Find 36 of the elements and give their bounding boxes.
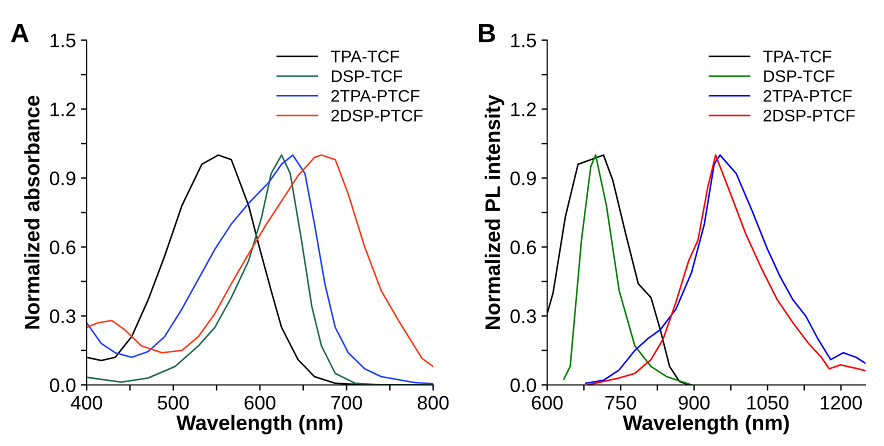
y-tick-label: 1.2: [511, 102, 536, 116]
x-axis-title: Wavelength (nm): [622, 414, 789, 434]
y-tick-label: 1.5: [511, 34, 536, 48]
y-axis-title: Normalized absorbance: [24, 96, 40, 329]
x-tick-label: 750: [605, 396, 636, 410]
chart-title: B: [478, 24, 496, 42]
y-tick-label: 0.0: [510, 378, 536, 392]
legend-label: 2TPA-PTCF: [764, 90, 852, 102]
x-tick-label: 400: [70, 396, 102, 410]
x-tick-label: 1200: [820, 396, 862, 410]
y-axis-title: Normalized PL intensity: [484, 94, 504, 330]
legend-label: 2TPA-PTCF: [331, 90, 420, 102]
y-tick-label: 0.3: [510, 309, 536, 324]
x-tick-label: 500: [158, 396, 189, 410]
x-tick-label: 900: [678, 396, 710, 410]
y-tick-label: 1.5: [50, 34, 76, 48]
legend-label: TPA-TCF: [763, 50, 832, 62]
y-tick-label: 0.6: [510, 240, 536, 254]
legend-label: 2DSP-PTCF: [331, 110, 422, 122]
y-tick-label: 0.0: [50, 378, 76, 392]
legend-label: 2DSP-PTCF: [764, 110, 855, 122]
y-tick-label: 0.9: [510, 172, 536, 186]
y-tick-label: 0.6: [50, 240, 76, 254]
legend-label: DSP-TCF: [764, 70, 834, 82]
chart-title: A: [11, 24, 29, 42]
x-tick-label: 600: [244, 396, 276, 410]
y-tick-label: 0.9: [50, 172, 76, 186]
x-tick-label: 700: [331, 396, 362, 410]
legend-label: TPA-TCF: [330, 50, 400, 62]
legend-label: DSP-TCF: [332, 70, 402, 82]
x-tick-label: 1050: [747, 396, 788, 410]
y-tick-label: 0.3: [50, 309, 76, 324]
x-axis-title: Wavelength (nm): [176, 414, 342, 434]
x-tick-label: 800: [418, 396, 449, 410]
y-tick-label: 1.2: [50, 102, 76, 116]
x-tick-label: 600: [532, 396, 563, 410]
